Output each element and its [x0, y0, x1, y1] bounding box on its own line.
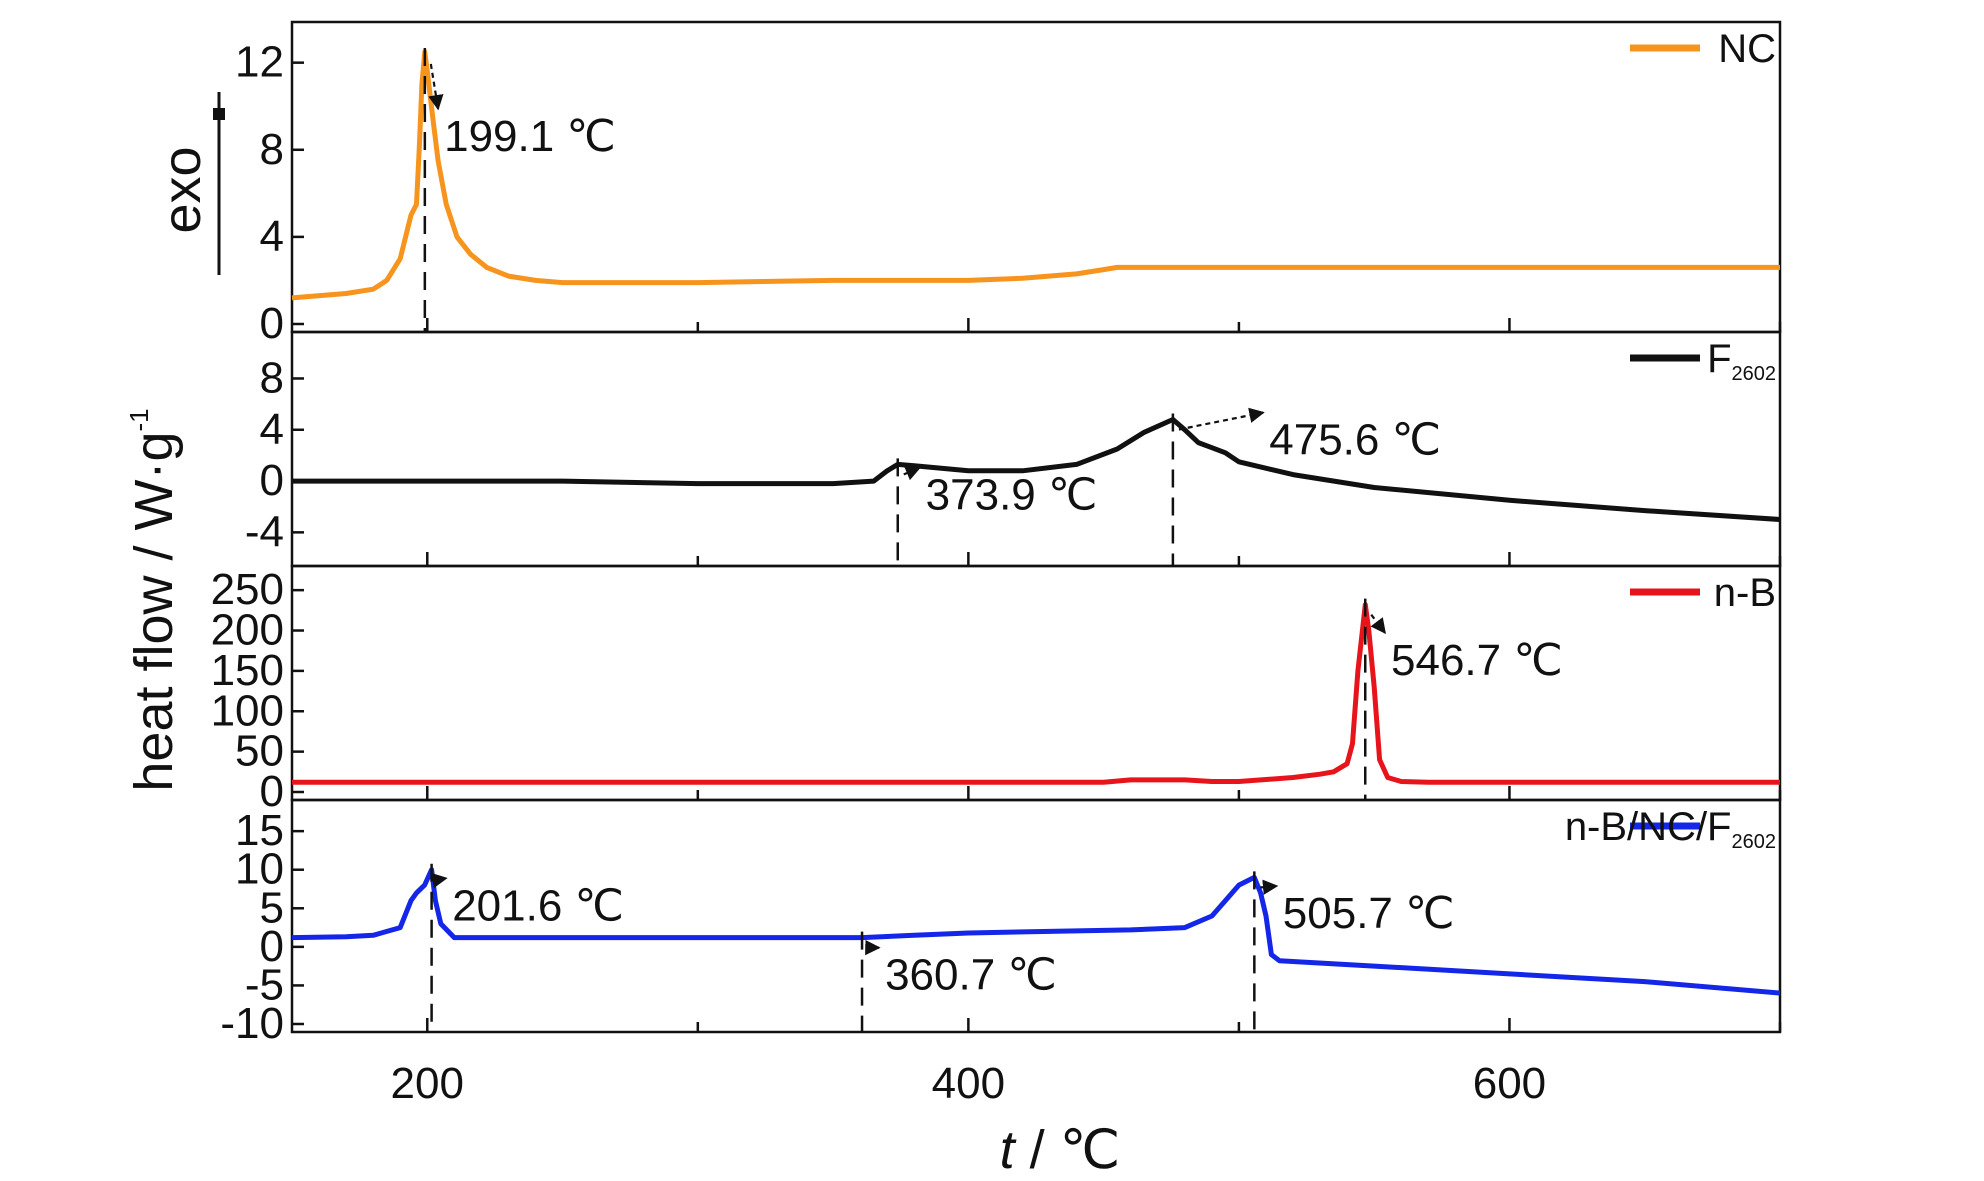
peak-arrow: [431, 872, 448, 889]
series-line-NC: [291, 49, 1780, 301]
series-line-n-B: [292, 602, 1780, 785]
y-tick-label: 8: [260, 353, 284, 402]
exo-arrow-marker: [213, 108, 225, 120]
legend-label-subscript: 2602: [1732, 831, 1777, 853]
y-tick-label: 250: [211, 565, 284, 614]
legend-label-main: n-B: [1714, 571, 1776, 615]
y-tick-label: 4: [260, 212, 284, 261]
x-axis-title-unit: / ℃: [1015, 1120, 1121, 1180]
y-tick-label: 0: [260, 299, 284, 348]
y-tick-label: 10: [235, 845, 284, 894]
y-tick-label: 150: [211, 646, 284, 695]
legend-label-main: NC: [1718, 27, 1776, 71]
y-tick-label: 4: [260, 405, 284, 454]
svg-text:heat flow / W·g-1: heat flow / W·g-1: [124, 408, 184, 791]
x-axis-title-italic: t: [1000, 1120, 1017, 1180]
y-tick-label: 0: [260, 456, 284, 505]
y-tick-label: -10: [220, 999, 284, 1048]
peak-label: 201.6 ℃: [452, 881, 624, 930]
y-tick-label: 200: [211, 606, 284, 655]
panel-1: 0 4 8 12 199.1 ℃ NC: [235, 20, 1782, 348]
legend-label-subscript: 2602: [1732, 363, 1777, 385]
legend-label-n-B/NC/F2602: n-B/NC/F2602: [1565, 805, 1776, 853]
y-tick-label: 5: [260, 883, 284, 932]
y-axis-title-superscript: -1: [124, 408, 154, 431]
y-tick-label: 50: [235, 727, 284, 776]
exo-label: exo: [152, 146, 212, 233]
exo-indicator: exo: [152, 92, 225, 275]
x-tick-label: 400: [932, 1059, 1005, 1108]
y-tick-label: 8: [260, 125, 284, 174]
panel-frame: [290, 330, 1782, 568]
y-tick-label: 0: [260, 767, 284, 816]
svg-text:t / ℃: t / ℃: [1000, 1120, 1121, 1180]
panel-frame: [290, 20, 1782, 334]
series-line-n-B/NC/F2602: [291, 867, 1781, 996]
peak-arrow: [1370, 614, 1386, 635]
legend-label-main: F: [1707, 337, 1731, 381]
panel-frame: [290, 798, 1782, 1034]
peak-label: 505.7 ℃: [1283, 889, 1455, 938]
peak-label: 360.7 ℃: [885, 951, 1057, 1000]
legend-label-F2602: F2602: [1707, 337, 1776, 385]
legend-label-NC: NC: [1718, 27, 1776, 71]
series-line-F2602: [292, 417, 1781, 522]
x-tick-label: 200: [391, 1059, 464, 1108]
y-tick-label: 12: [235, 38, 284, 87]
peak-label: 546.7 ℃: [1391, 636, 1563, 685]
y-tick-label: -4: [245, 507, 284, 556]
y-tick-label: -5: [245, 960, 284, 1009]
x-tick-label: 600: [1473, 1059, 1546, 1108]
peak-label: 199.1 ℃: [444, 112, 616, 161]
legend-label-n-B: n-B: [1714, 571, 1776, 615]
peak-label: 373.9 ℃: [926, 471, 1098, 520]
y-axis-title-main: heat flow / W·g: [124, 432, 184, 792]
peak-arrow: [1260, 879, 1279, 895]
y-tick-label: 15: [235, 806, 284, 855]
peak-arrow: [1178, 407, 1265, 431]
legend-label-main: n-B/NC/F: [1565, 805, 1732, 849]
peak-label: 475.6 ℃: [1269, 416, 1441, 465]
x-axis-title: t / ℃: [1000, 1120, 1121, 1180]
y-tick-label: 100: [211, 686, 284, 735]
y-axis-title: heat flow / W·g-1: [124, 408, 184, 791]
peak-arrow: [428, 63, 444, 111]
peak-arrow: [903, 465, 922, 481]
y-tick-label: 0: [260, 922, 284, 971]
